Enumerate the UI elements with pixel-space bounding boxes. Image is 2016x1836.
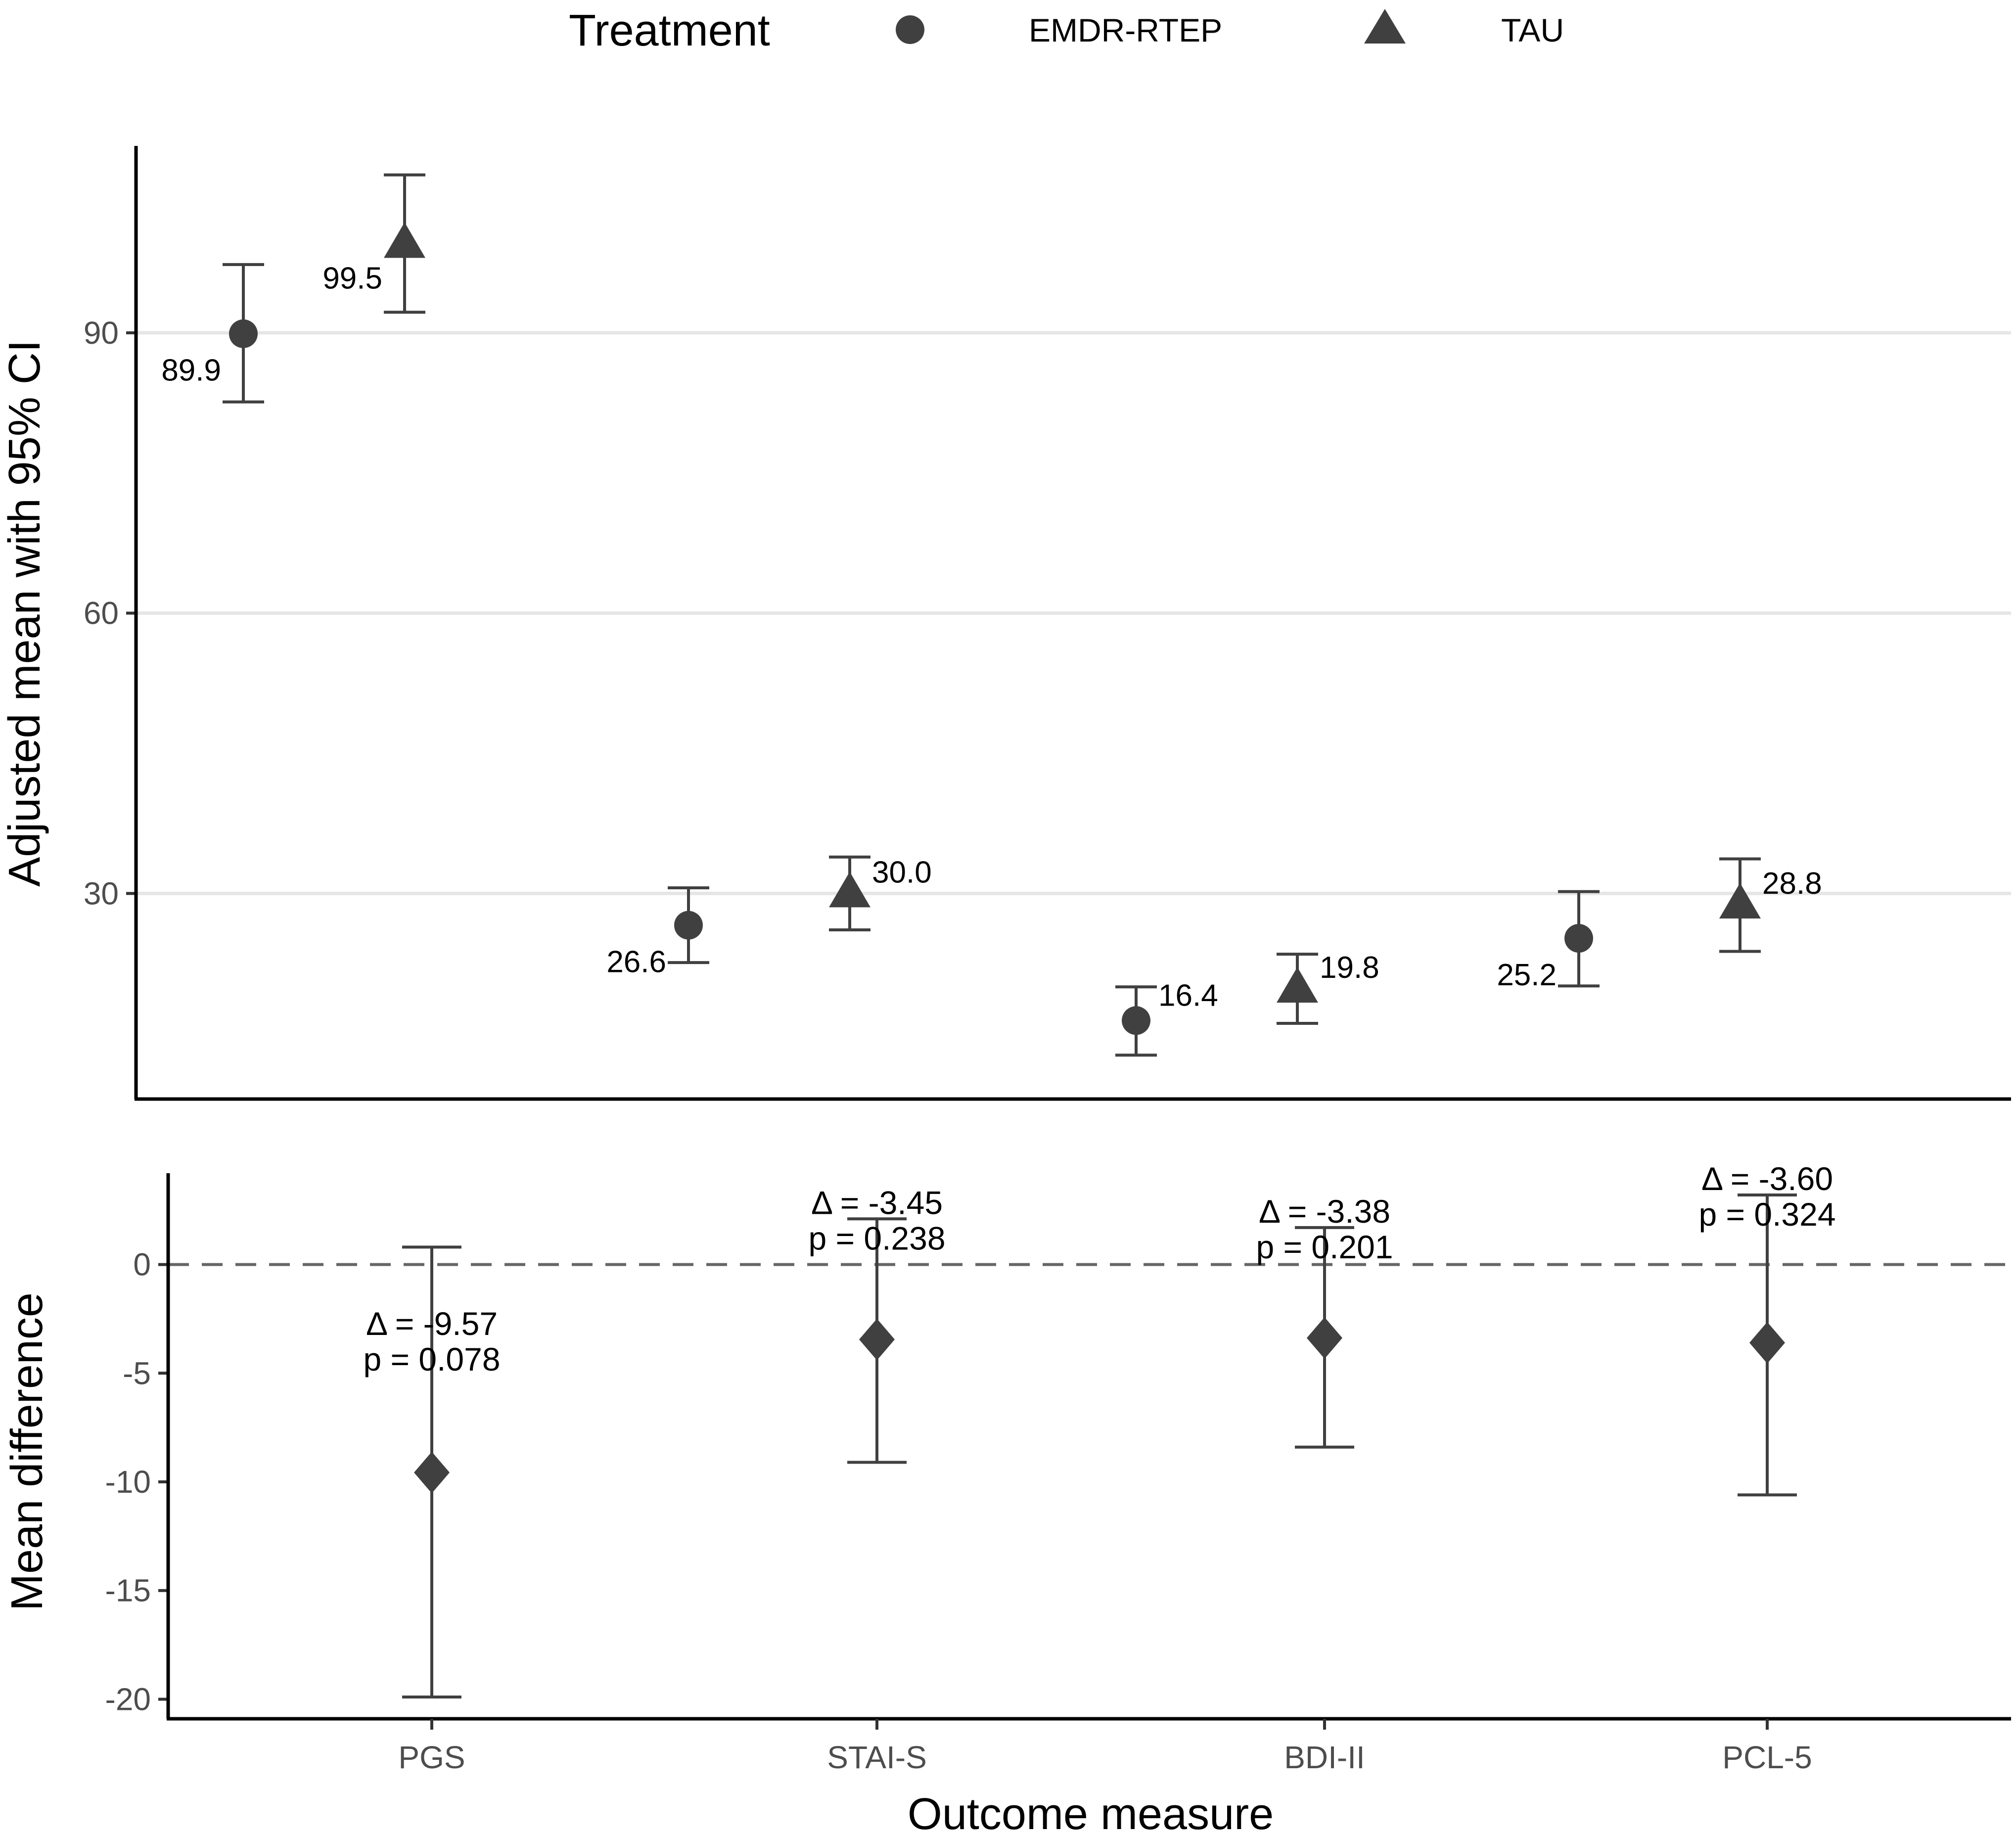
y-tick-label-60: 60: [84, 596, 119, 631]
bottom-panel: -20 -15 -10 -5 0 Δ = -9.57p = 0.078 Δ = -3.45…: [2, 1160, 2011, 1836]
legend-label-tau: TAU: [1501, 12, 1564, 48]
diff-y-tick-label-4: 0: [133, 1247, 151, 1283]
diff-stai-s-delta-label: Δ = -3.45: [811, 1184, 943, 1221]
bottom-marks: Δ = -9.57p = 0.078 Δ = -3.45p = 0.238 Δ = …: [363, 1160, 1836, 1699]
emdr-rtep-stai-s-value-label: 26.6: [606, 945, 666, 979]
tau-pgs-point: [384, 222, 425, 258]
tau-pgs-value-label: 99.5: [322, 261, 382, 295]
diff-pgs-point: [414, 1452, 450, 1494]
legend-title: Treatment: [569, 6, 770, 55]
tau-stai-s-point: [829, 872, 871, 908]
diff-pcl-5-point: [1749, 1322, 1785, 1364]
top-marks: 89.9 26.6 16.4 25.2 99.5 30.0 19.8 28.8: [161, 173, 1822, 1057]
legend-label-emdr-rtep: EMDR-RTEP: [1029, 12, 1222, 48]
legend-triangle-icon: [1364, 9, 1406, 44]
x-axis-title: Outcome measure: [908, 1790, 1274, 1836]
emdr-rtep-pcl-5-point: [1564, 924, 1593, 953]
bottom-y-axis-title: Mean difference: [2, 1292, 52, 1611]
bottom-x-ticks: PGS STAI-S BDI-II PCL-5: [398, 1719, 1812, 1775]
diff-bdi-ii-p-label: p = 0.201: [1256, 1229, 1393, 1265]
legend-circle-icon: [896, 15, 924, 44]
top-gridlines: [137, 331, 2011, 895]
diff-pgs-delta-label: Δ = -9.57: [366, 1305, 498, 1342]
y-tick-label-90: 90: [84, 315, 119, 351]
top-y-ticks: 30 60 90: [84, 315, 136, 911]
y-tick-label-30: 30: [84, 875, 119, 911]
tau-bdi-ii-point: [1277, 967, 1318, 1003]
x-tick-label-bdi-ii: BDI-II: [1284, 1740, 1365, 1775]
x-tick-label-pcl-5: PCL-5: [1722, 1740, 1812, 1775]
emdr-rtep-pgs-point: [229, 319, 258, 348]
x-tick-label-stai-s: STAI-S: [827, 1740, 927, 1775]
diff-y-tick-label-0: -20: [105, 1681, 151, 1717]
x-tick-label-pgs: PGS: [398, 1740, 465, 1775]
tau-pcl-5-point: [1719, 883, 1761, 919]
diff-pgs-p-label: p = 0.078: [363, 1341, 500, 1377]
diff-y-tick-label-3: -5: [123, 1355, 151, 1391]
emdr-rtep-stai-s-point: [674, 911, 703, 940]
tau-pcl-5-value-label: 28.8: [1762, 867, 1822, 901]
diff-stai-s-p-label: p = 0.238: [808, 1220, 945, 1256]
diff-bdi-ii-delta-label: Δ = -3.38: [1259, 1193, 1390, 1230]
legend: Treatment EMDR-RTEP TAU: [569, 6, 1564, 55]
diff-y-tick-label-1: -15: [105, 1573, 151, 1608]
emdr-rtep-bdi-ii-point: [1122, 1006, 1150, 1035]
emdr-rtep-bdi-ii-value-label: 16.4: [1158, 978, 1218, 1012]
top-y-axis-title: Adjusted mean with 95% CI: [0, 340, 49, 887]
diff-y-tick-label-2: -10: [105, 1464, 151, 1500]
diff-bdi-ii-point: [1307, 1317, 1342, 1359]
diff-stai-s-point: [859, 1319, 895, 1361]
emdr-rtep-pgs-value-label: 89.9: [161, 354, 221, 388]
diff-pcl-5-p-label: p = 0.324: [1698, 1196, 1835, 1233]
tau-stai-s-value-label: 30.0: [872, 855, 932, 889]
tau-bdi-ii-value-label: 19.8: [1320, 951, 1379, 985]
bottom-y-ticks: -20 -15 -10 -5 0: [105, 1247, 168, 1717]
emdr-rtep-pcl-5-value-label: 25.2: [1497, 958, 1557, 992]
diff-pcl-5-delta-label: Δ = -3.60: [1701, 1160, 1833, 1197]
